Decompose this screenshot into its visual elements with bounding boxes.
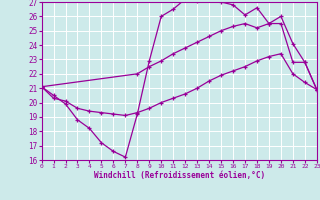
X-axis label: Windchill (Refroidissement éolien,°C): Windchill (Refroidissement éolien,°C) xyxy=(94,171,265,180)
